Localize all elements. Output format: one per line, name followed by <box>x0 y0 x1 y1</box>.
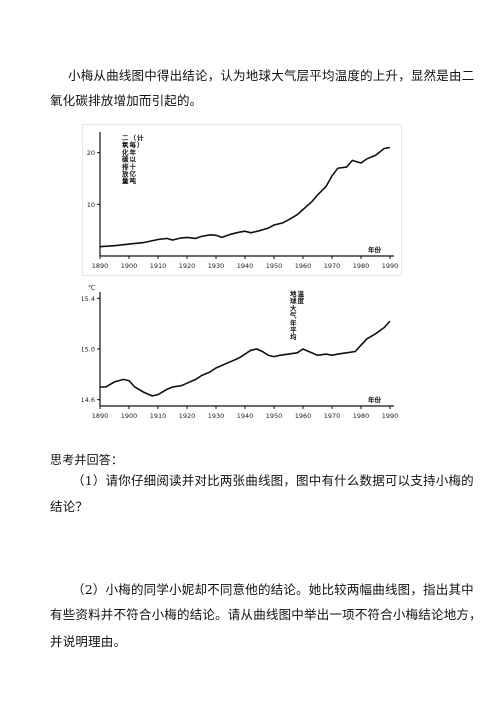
question-2-line-2: 有些资料并不符合小梅的结论。请从曲线图中举出一项不符合小梅结论地方， <box>50 607 482 622</box>
x-tick-label: 1970 <box>324 262 341 270</box>
temperature-chart-svg: ℃ 15.4 15.0 14.6 1890 1900 1910 1920 1930 1940 1… <box>81 284 399 420</box>
x-tick-label: 1960 <box>295 412 312 420</box>
x-tick-label: 1950 <box>266 262 283 270</box>
co2-series-line <box>99 146 391 248</box>
think-and-answer: 思考并回答： <box>50 453 124 467</box>
y-tick-label: 10 <box>87 201 95 209</box>
x-tick-label: 1890 <box>92 262 109 270</box>
x-tick-label: 1970 <box>324 412 341 420</box>
x-tick-label: 1930 <box>208 412 225 420</box>
y-tick-label: 15.4 <box>82 295 95 303</box>
x-tick-label: 1980 <box>353 262 370 270</box>
x-tick-label: 1930 <box>208 262 225 270</box>
x-tick-label: 1960 <box>295 262 312 270</box>
co2-emission-chart: 10 20 1890 1900 1910 1920 1930 1940 1950 1960 197… <box>81 123 403 277</box>
x-tick-label: 1940 <box>237 412 254 420</box>
intro-line-1: 小梅从曲线图中得出结论，认为地球大气层平均温度的上升，显然是由二 <box>68 68 475 83</box>
x-tick-label: 1950 <box>266 412 283 420</box>
x-tick-label: 1900 <box>121 412 138 420</box>
x-tick-label: 1920 <box>179 412 196 420</box>
x-tick-label: 1910 <box>150 412 167 420</box>
co2-x-axis-label: 年份 <box>368 245 382 254</box>
intro-line-2: 氧化碳排放增加而引起的。 <box>50 93 203 108</box>
x-tick-label: 1900 <box>121 262 138 270</box>
temperature-series-line <box>100 320 391 397</box>
y-axis-label: 地球大气年平均温度 <box>289 289 305 341</box>
temperature-x-axis-label: 年份 <box>368 395 382 404</box>
x-tick-label: 1940 <box>237 262 254 270</box>
y-tick-label: 20 <box>87 149 95 157</box>
x-tick-label: 1980 <box>353 412 370 420</box>
question-1-line-1: （1）请你仔细阅读并对比两张曲线图，图中有什么数据可以支持小梅的 <box>72 473 474 488</box>
x-tick-label: 1990 <box>382 262 399 270</box>
question-2-line-1: （2）小梅的同学小妮却不同意他的结论。她比较两幅曲线图，指出其中 <box>72 582 474 597</box>
y-tick-label: 15.0 <box>82 346 95 354</box>
x-tick-label: 1910 <box>150 262 167 270</box>
y-axis-label: 二氧化碳排放量（每年以十亿吨计） <box>121 133 144 185</box>
temperature-chart: ℃ 15.4 15.0 14.6 1890 1900 1910 1920 1930 1940 1… <box>81 282 402 430</box>
x-tick-label: 1990 <box>382 412 399 420</box>
y-tick-label: 14.6 <box>82 396 95 404</box>
question-1-line-2: 结论？ <box>50 499 89 514</box>
x-tick-label: 1890 <box>92 412 109 420</box>
x-tick-label: 1920 <box>179 262 196 270</box>
temperature-unit: ℃ <box>88 284 95 292</box>
co2-chart-svg: 10 20 1890 1900 1910 1920 1930 1940 1950 1960 197… <box>81 123 403 277</box>
question-2-line-3: 并说明理由。 <box>50 634 127 649</box>
